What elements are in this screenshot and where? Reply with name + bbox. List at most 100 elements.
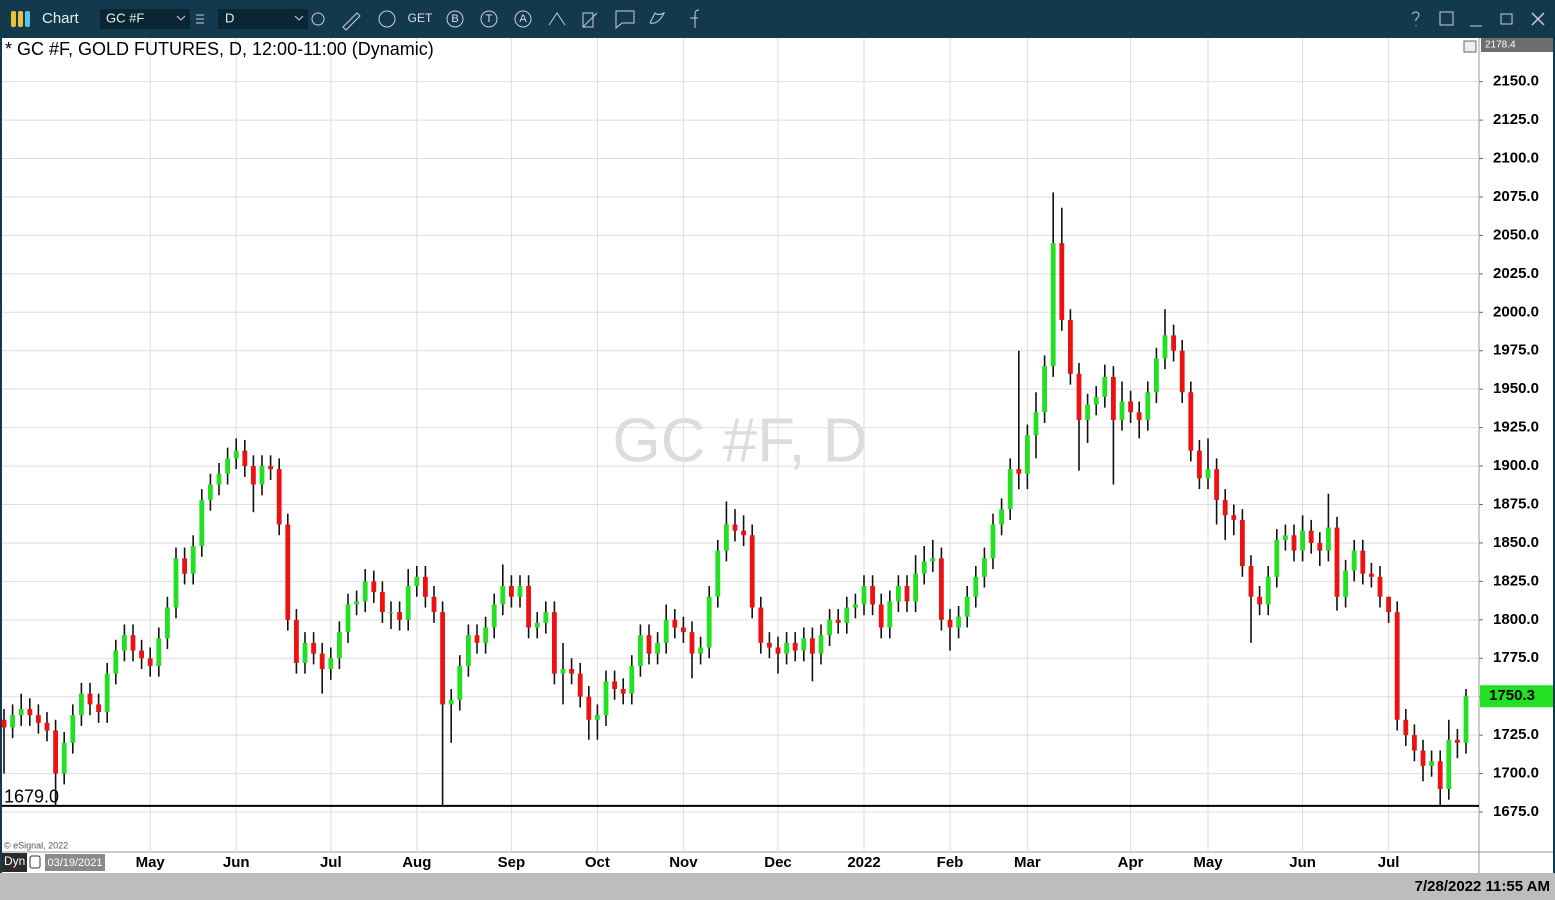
candle-body [302,642,308,663]
t-button[interactable]: T [486,13,493,25]
candle-body [276,469,282,525]
x-tick-label: Apr [1118,854,1144,871]
candle-body [758,607,764,643]
x-tick-label: 2022 [847,854,880,871]
study-icon[interactable] [378,10,396,28]
candle-body [973,576,979,597]
candle-body [784,642,789,654]
symbol-box[interactable] [100,9,190,29]
y-tick-label: 1875.0 [1493,495,1539,512]
candle-body [982,558,987,577]
candle-body [1222,499,1228,516]
candle-body [1403,719,1409,736]
candle-body [431,596,437,613]
candle-body [1394,612,1400,720]
y-tick-label: 2150.0 [1493,73,1539,90]
candle-body [500,585,506,605]
candle-body [956,616,961,628]
interval-box[interactable] [218,9,308,29]
start-date: 03/19/2021 [47,857,102,869]
y-tick-label: 1725.0 [1493,726,1539,743]
menu-icon[interactable] [196,14,204,24]
tool-icon[interactable] [548,12,566,26]
y-tick-label: 2050.0 [1493,226,1539,243]
help-icon[interactable] [1411,11,1420,26]
x-tick-label: May [136,854,166,871]
candle-body [1145,392,1151,420]
candle-body [595,715,600,720]
lock-icon[interactable] [29,855,41,869]
candle-body [259,466,265,485]
y-tick-label: 1675.0 [1493,803,1539,820]
candle-body [603,681,609,716]
y-tick-label: 2125.0 [1493,111,1539,128]
x-tick-label: May [1193,854,1223,871]
candle-body [1111,376,1116,420]
candle-body [190,546,196,574]
button-ring[interactable] [446,10,464,28]
candle-body [724,524,729,551]
candle-body [629,665,635,694]
draw-icon[interactable] [342,12,361,31]
candle-body [749,535,755,608]
candle-body [1343,570,1348,597]
candle-body [216,473,222,485]
note-icon[interactable] [582,12,598,28]
y-tick-label: 1850.0 [1493,534,1539,551]
candle-body [706,596,712,648]
candle-body [199,499,205,547]
candle-body [741,530,746,536]
window-title: Chart [42,10,80,27]
candle-body [655,642,660,654]
x-tick-label: Jun [1289,854,1316,871]
button-ring[interactable] [514,10,532,28]
candle-body [328,658,334,670]
layout-icon[interactable] [1439,11,1454,26]
candle-body [1429,761,1434,766]
restore[interactable] [1500,13,1513,25]
candle-body [1154,358,1159,393]
x-tick-label: Sep [498,854,526,871]
y-tick-label: 1700.0 [1493,765,1539,782]
candle-body [1050,243,1056,367]
level-label: 1679.0 [4,787,59,807]
candle-body [569,669,574,674]
candle-body [319,653,325,670]
candle-body [586,696,592,720]
candle-body [990,524,996,559]
candle-body [663,619,669,643]
candle-body [844,607,850,623]
get-button[interactable]: GET [408,11,433,25]
a-button[interactable]: A [519,13,527,25]
x-tick-label: Dec [764,854,792,871]
candle-body [1007,469,1013,510]
comment-icon[interactable] [615,10,635,30]
candle-body [104,673,110,713]
candle-body [182,558,187,574]
candle-body [1162,335,1168,359]
watermark: GC #F, D [613,406,868,475]
close[interactable] [1531,12,1545,26]
dropdown-arrow [176,15,186,21]
twitter-icon[interactable] [649,11,666,24]
candle-body [1308,530,1314,543]
candle-body [10,715,15,728]
candle-body [87,693,93,705]
status-bar [0,873,1555,900]
facebook-icon[interactable] [690,9,700,28]
candle-body [414,576,420,586]
candle-body [294,619,299,663]
candle-body [1068,319,1073,374]
candle-body [457,665,463,700]
candle-body [810,638,815,654]
candle-body [638,635,643,666]
maximize-pane[interactable] [1463,40,1477,53]
candle-body [698,647,703,654]
candle-body [1420,750,1426,766]
mode-box[interactable] [2,853,27,872]
clock-icon[interactable] [311,12,325,26]
x-tick-label: Jun [223,854,250,871]
button-ring[interactable] [480,10,498,28]
candle-body [79,693,84,716]
b-button[interactable]: B [451,13,458,25]
